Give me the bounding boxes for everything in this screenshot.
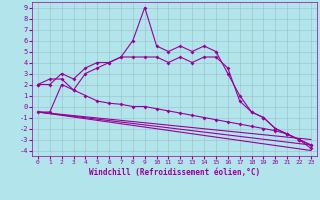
X-axis label: Windchill (Refroidissement éolien,°C): Windchill (Refroidissement éolien,°C) <box>89 168 260 177</box>
